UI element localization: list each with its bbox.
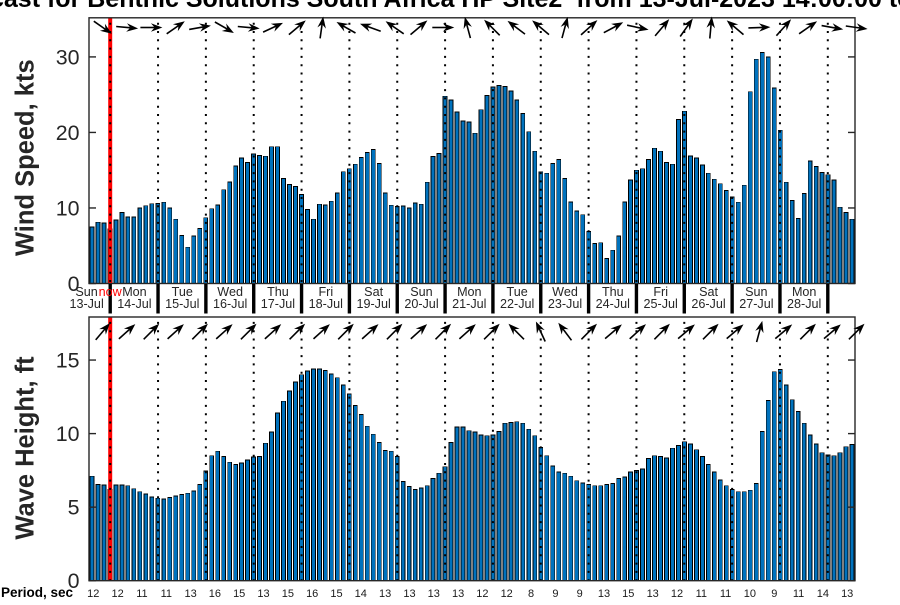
svg-text:Fri: Fri <box>318 285 333 299</box>
svg-text:12: 12 <box>476 588 488 600</box>
svg-text:9: 9 <box>552 588 558 600</box>
svg-text:Wed: Wed <box>217 285 243 299</box>
svg-text:13: 13 <box>598 588 610 600</box>
svg-text:19-Jul: 19-Jul <box>356 297 390 311</box>
svg-text:Sun: Sun <box>410 285 432 299</box>
svg-text:25-Jul: 25-Jul <box>644 297 678 311</box>
svg-text:0: 0 <box>68 272 80 296</box>
svg-text:14-Jul: 14-Jul <box>117 297 151 311</box>
svg-text:20: 20 <box>56 121 80 145</box>
svg-text:Mon: Mon <box>122 285 147 299</box>
svg-text:15: 15 <box>622 588 634 600</box>
svg-text:Tue: Tue <box>172 285 193 299</box>
svg-text:15: 15 <box>56 349 80 373</box>
svg-text:Sat: Sat <box>364 285 383 299</box>
svg-text:15: 15 <box>233 588 245 600</box>
svg-text:10: 10 <box>56 422 80 446</box>
svg-text:13: 13 <box>403 588 415 600</box>
svg-text:27-Jul: 27-Jul <box>739 297 773 311</box>
svg-text:Forecast for Benthic Solutions: Forecast for Benthic Solutions South Afr… <box>0 0 900 13</box>
svg-text:16-Jul: 16-Jul <box>213 297 247 311</box>
svg-text:15: 15 <box>330 588 342 600</box>
svg-text:11: 11 <box>793 588 804 600</box>
svg-text:9: 9 <box>771 588 777 600</box>
svg-text:15-Jul: 15-Jul <box>165 297 199 311</box>
svg-text:Tue: Tue <box>507 285 528 299</box>
svg-text:5: 5 <box>68 496 80 520</box>
svg-text:11: 11 <box>696 588 707 600</box>
svg-text:21-Jul: 21-Jul <box>452 297 486 311</box>
svg-text:12: 12 <box>111 588 123 600</box>
svg-text:16: 16 <box>306 588 318 600</box>
svg-text:Period, sec: Period, sec <box>1 585 74 600</box>
svg-text:13: 13 <box>841 588 853 600</box>
svg-text:13: 13 <box>184 588 196 600</box>
svg-text:14: 14 <box>355 588 367 600</box>
svg-text:Wave Height, ft: Wave Height, ft <box>11 356 39 540</box>
svg-text:Fri: Fri <box>653 285 668 299</box>
svg-text:Thu: Thu <box>602 285 624 299</box>
svg-text:12: 12 <box>671 588 683 600</box>
svg-text:13-Jul: 13-Jul <box>69 297 103 311</box>
svg-text:Mon: Mon <box>792 285 817 299</box>
svg-text:23-Jul: 23-Jul <box>548 297 582 311</box>
svg-text:11: 11 <box>161 588 172 600</box>
svg-text:now: now <box>99 285 123 299</box>
svg-text:11: 11 <box>136 588 147 600</box>
svg-text:13: 13 <box>428 588 440 600</box>
svg-text:24-Jul: 24-Jul <box>596 297 630 311</box>
svg-text:16: 16 <box>209 588 221 600</box>
svg-text:28-Jul: 28-Jul <box>787 297 821 311</box>
svg-text:30: 30 <box>56 45 80 69</box>
svg-text:10: 10 <box>56 196 80 220</box>
svg-text:13: 13 <box>647 588 659 600</box>
svg-text:26-Jul: 26-Jul <box>691 297 725 311</box>
svg-text:9: 9 <box>577 588 583 600</box>
svg-text:Sun: Sun <box>75 285 97 299</box>
svg-text:Thu: Thu <box>267 285 289 299</box>
svg-text:13: 13 <box>257 588 269 600</box>
svg-text:13: 13 <box>379 588 391 600</box>
svg-text:0: 0 <box>68 569 80 593</box>
svg-text:14: 14 <box>817 588 829 600</box>
svg-text:17-Jul: 17-Jul <box>261 297 295 311</box>
svg-text:15: 15 <box>282 588 294 600</box>
svg-text:10: 10 <box>744 588 756 600</box>
svg-text:Mon: Mon <box>457 285 482 299</box>
svg-text:18-Jul: 18-Jul <box>309 297 343 311</box>
svg-text:13: 13 <box>452 588 464 600</box>
svg-text:20-Jul: 20-Jul <box>404 297 438 311</box>
svg-text:12: 12 <box>87 588 99 600</box>
svg-text:11: 11 <box>720 588 731 600</box>
svg-text:8: 8 <box>528 588 534 600</box>
svg-text:Sat: Sat <box>699 285 718 299</box>
svg-text:22-Jul: 22-Jul <box>500 297 534 311</box>
svg-text:Wind Speed, kts: Wind Speed, kts <box>11 59 39 256</box>
svg-text:12: 12 <box>501 588 513 600</box>
svg-text:Wed: Wed <box>552 285 578 299</box>
svg-text:Sun: Sun <box>745 285 767 299</box>
